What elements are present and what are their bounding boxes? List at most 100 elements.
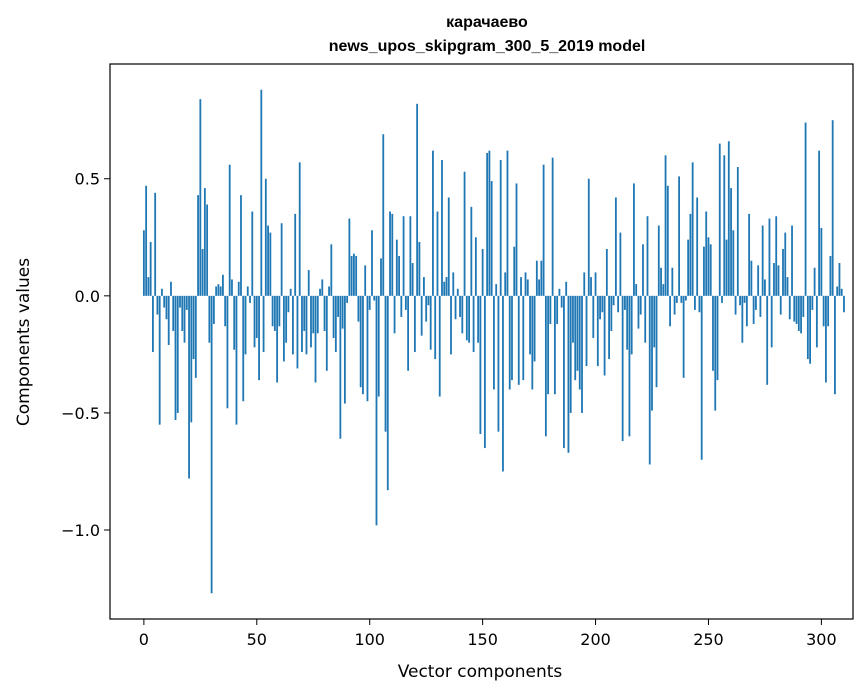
bar [784, 232, 787, 296]
bar [578, 295, 581, 390]
bar [231, 279, 233, 296]
bar [682, 295, 685, 378]
bar [800, 295, 802, 334]
bar [373, 295, 376, 301]
bar [407, 295, 410, 371]
bar [806, 295, 809, 360]
bar [610, 295, 613, 331]
bar [343, 295, 346, 404]
x-tick-label: 50 [247, 630, 267, 649]
bar [664, 155, 667, 296]
bar [560, 295, 563, 308]
bar [380, 258, 382, 296]
bar [465, 295, 468, 341]
bar [694, 295, 696, 310]
bar [493, 295, 495, 390]
bar [307, 270, 310, 296]
bar [251, 211, 254, 296]
bar [371, 230, 373, 296]
bar [425, 295, 428, 322]
bar [809, 295, 811, 364]
bar [825, 295, 827, 383]
bar [262, 295, 265, 353]
x-tick-label: 100 [354, 630, 385, 649]
bar [258, 295, 260, 381]
bar [316, 295, 319, 334]
bar [707, 237, 710, 296]
bar [217, 284, 220, 296]
bar [377, 295, 380, 397]
bar [337, 295, 339, 317]
bar [280, 223, 283, 296]
bar [434, 295, 437, 360]
y-axis-ticks: 0.5 0.0 −0.5 −1.0 [61, 170, 110, 540]
bar [357, 295, 360, 322]
bar [732, 230, 735, 296]
bar [176, 295, 179, 413]
bar [811, 295, 814, 310]
bar [768, 218, 771, 296]
bar [179, 295, 181, 308]
bar [504, 272, 507, 296]
bar [698, 295, 701, 313]
bar [267, 225, 269, 296]
bar [764, 279, 766, 296]
bar [393, 295, 396, 334]
bar [675, 295, 678, 303]
bar [761, 225, 764, 296]
bar [617, 295, 620, 313]
bar [472, 295, 475, 353]
bar [285, 295, 288, 343]
bar [454, 295, 457, 320]
bar [353, 253, 355, 296]
plot-frame [109, 63, 854, 620]
bar [215, 286, 218, 296]
x-axis-label: Vector components [398, 662, 563, 682]
bar [827, 295, 830, 327]
bar [235, 295, 238, 425]
bar [488, 150, 491, 296]
bar [544, 295, 547, 437]
bar [156, 295, 159, 315]
bar [601, 295, 604, 313]
bar [463, 171, 466, 296]
bar [375, 295, 378, 526]
bar [646, 216, 649, 296]
bar [619, 232, 622, 296]
bar [456, 288, 459, 296]
bar [642, 244, 644, 296]
bar [486, 152, 489, 296]
bar [718, 143, 721, 296]
bar [172, 295, 175, 331]
bar [752, 295, 755, 324]
bar [328, 286, 330, 296]
bar [174, 295, 177, 420]
bar [411, 263, 414, 296]
bar [201, 249, 204, 296]
bar [404, 295, 407, 310]
bar [608, 295, 610, 360]
bar [653, 295, 656, 348]
bar [147, 277, 150, 296]
bar [522, 295, 525, 381]
bar [298, 162, 301, 296]
bar [287, 295, 290, 313]
bar [208, 295, 211, 343]
bar [533, 295, 536, 362]
bar [364, 265, 367, 296]
bar [246, 286, 249, 296]
bar [224, 295, 227, 327]
bar [743, 295, 746, 303]
bar [574, 295, 577, 381]
bar [197, 195, 199, 296]
bar [479, 295, 482, 434]
bar [450, 295, 452, 355]
bar [432, 150, 434, 296]
y-tick-label: −0.5 [61, 404, 100, 423]
x-tick-label: 300 [806, 630, 837, 649]
bar [535, 260, 538, 296]
bar [441, 160, 443, 296]
bar [477, 295, 480, 343]
bar [831, 120, 834, 296]
bar [585, 295, 588, 367]
